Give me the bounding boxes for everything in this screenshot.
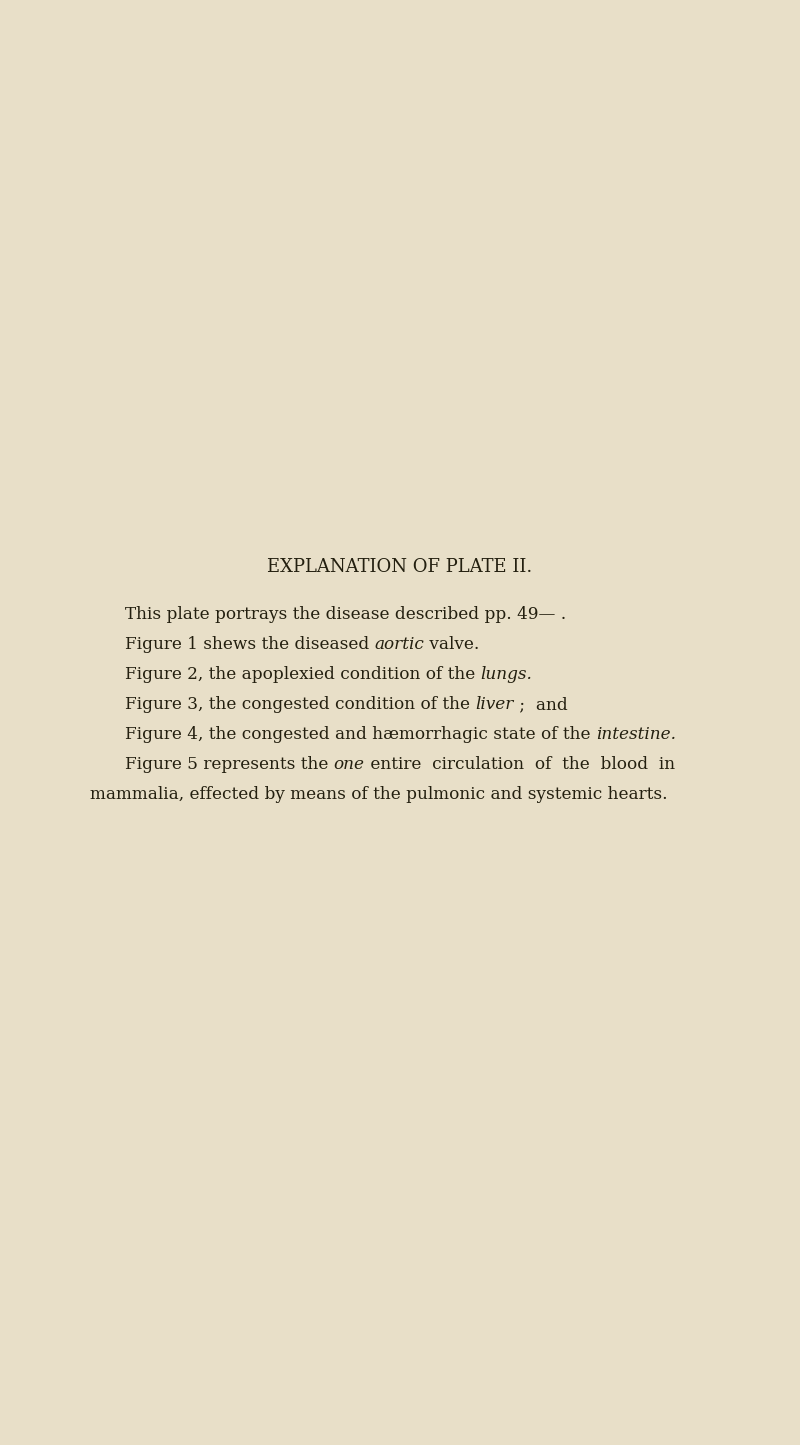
Text: Figure 2, the apoplexied condition of the: Figure 2, the apoplexied condition of th… bbox=[125, 666, 481, 683]
Text: aortic: aortic bbox=[374, 636, 425, 653]
Text: liver: liver bbox=[475, 696, 514, 712]
Text: This plate portrays the disease described pp. 49— .: This plate portrays the disease describe… bbox=[125, 605, 566, 623]
Text: Figure 3, the congested condition of the: Figure 3, the congested condition of the bbox=[125, 696, 475, 712]
Text: Figure 4, the congested and hæmorrhagic state of the: Figure 4, the congested and hæmorrhagic … bbox=[125, 725, 596, 743]
Text: lungs.: lungs. bbox=[481, 666, 533, 683]
Text: valve.: valve. bbox=[425, 636, 480, 653]
Text: intestine.: intestine. bbox=[596, 725, 676, 743]
Text: Figure 5 represents the: Figure 5 represents the bbox=[125, 756, 334, 773]
Text: entire  circulation  of  the  blood  in: entire circulation of the blood in bbox=[365, 756, 675, 773]
Text: mammalia, effected by means of the pulmonic and systemic hearts.: mammalia, effected by means of the pulmo… bbox=[90, 786, 668, 803]
Text: EXPLANATION OF PLATE II.: EXPLANATION OF PLATE II. bbox=[267, 558, 533, 577]
Text: one: one bbox=[334, 756, 365, 773]
Text: ;  and: ; and bbox=[514, 696, 567, 712]
Text: Figure 1 shews the diseased: Figure 1 shews the diseased bbox=[125, 636, 374, 653]
